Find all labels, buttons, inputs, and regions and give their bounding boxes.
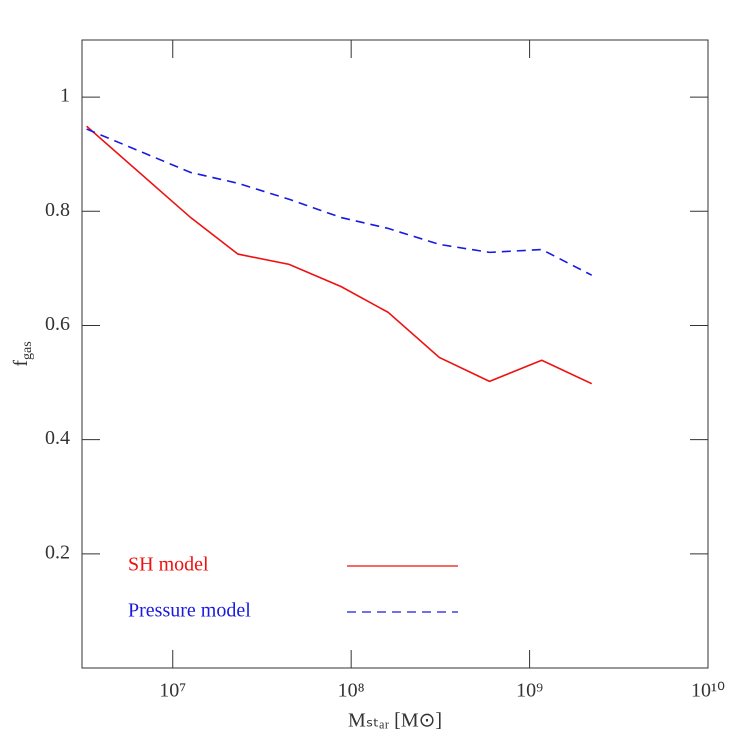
y-tick-label: 1: [60, 85, 70, 107]
y-tick-label: 0.6: [45, 313, 70, 335]
y-axis-label: fgas: [10, 341, 36, 366]
y-label-sub: gas: [20, 341, 35, 360]
x-tick-label: 10¹⁰: [691, 680, 725, 702]
series-line: [86, 128, 593, 276]
x-tick-label: 10⁹: [516, 680, 543, 702]
x-tick-label: 10⁸: [338, 680, 365, 702]
y-tick-label: 0.2: [45, 541, 70, 563]
plot-frame: [81, 39, 709, 669]
x-tick-label: 10⁷: [159, 680, 186, 702]
x-axis-label: Mₛₜₐᵣ [M⊙]: [348, 710, 442, 732]
legend-label: SH model: [128, 554, 209, 576]
y-tick-label: 0.8: [45, 199, 70, 221]
legend-label: Pressure model: [128, 600, 251, 622]
y-tick-label: 0.4: [45, 427, 70, 449]
y-label-main: f: [10, 360, 32, 367]
series-line: [86, 125, 593, 385]
